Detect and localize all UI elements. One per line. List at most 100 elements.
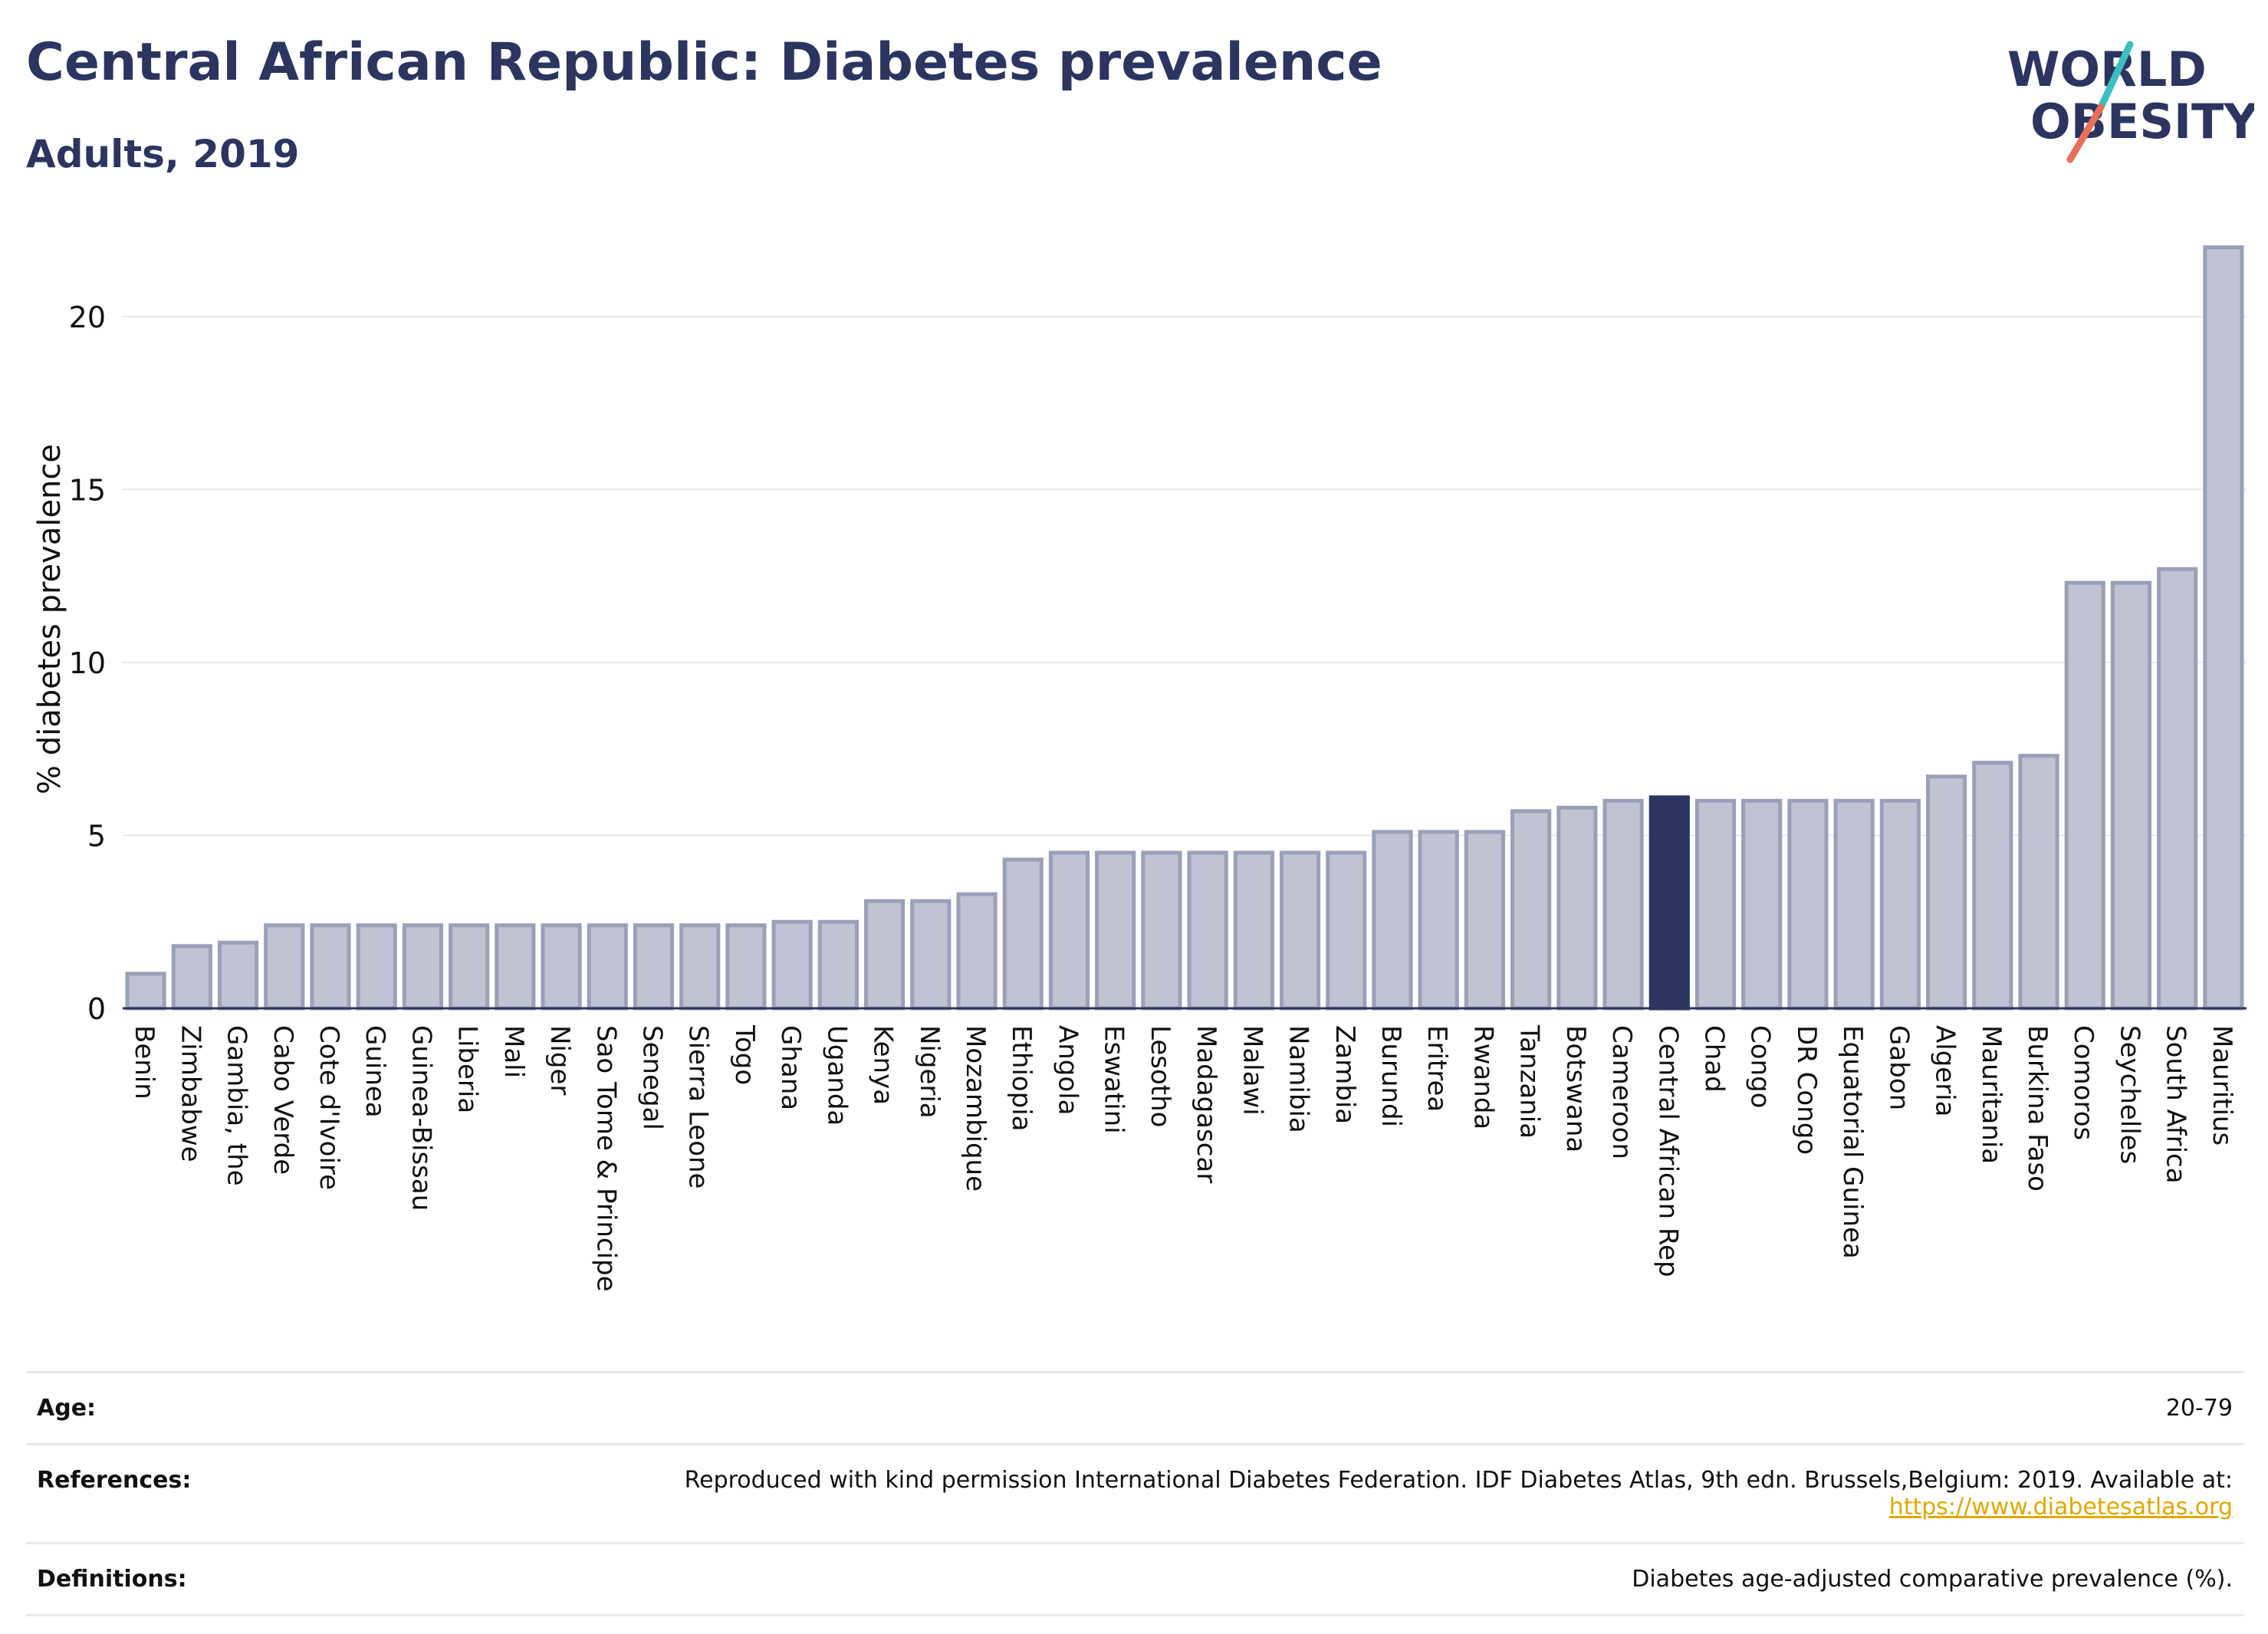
y-tick-label: 5 (87, 819, 106, 853)
definitions-label: Definitions: (26, 1542, 354, 1616)
bar (2018, 754, 2059, 1011)
x-tick-label: Central African Rep (1652, 1025, 1683, 1277)
x-tick-label: Eritrea (1422, 1025, 1452, 1112)
x-tick-label: Algeria (1930, 1025, 1961, 1116)
references-value: Reproduced with kind permission Internat… (354, 1443, 2243, 1544)
bar (1187, 850, 1228, 1011)
bar (264, 923, 305, 1011)
bar (956, 892, 998, 1011)
bar (1602, 798, 1644, 1011)
x-tick-label: Senegal (637, 1025, 668, 1130)
x-tick-label: Guinea-Bissau (406, 1025, 436, 1211)
x-tick-label: Gambia, the (222, 1025, 252, 1186)
x-tick-label: Angola (1052, 1025, 1083, 1115)
x-tick-label: Cote d'Ivoire (314, 1025, 344, 1190)
bar (1048, 850, 1090, 1011)
y-tick-label: 10 (69, 646, 106, 680)
bar (910, 899, 952, 1011)
x-tick-label: Mali (498, 1025, 529, 1078)
x-tick-label: Lesotho (1145, 1025, 1175, 1127)
x-tick-label: Cameroon (1606, 1025, 1637, 1159)
bar (171, 944, 212, 1011)
x-tick-label: Malawi (1237, 1025, 1267, 1116)
bar (633, 923, 675, 1011)
bar (2203, 245, 2244, 1011)
bar (1095, 850, 1136, 1011)
meta-row-references: References: Reproduced with kind permiss… (26, 1443, 2243, 1544)
x-tick-label: Ghana (775, 1025, 806, 1110)
y-tick-label: 15 (69, 473, 106, 507)
y-tick-label: 0 (87, 992, 106, 1026)
bar (679, 923, 721, 1011)
bar (541, 923, 582, 1011)
bar (125, 972, 166, 1011)
chart-title: Central African Republic: Diabetes preva… (26, 32, 1382, 93)
bar (1464, 830, 1505, 1011)
x-tick-label: Botswana (1560, 1025, 1591, 1152)
x-tick-label: Sao Tome & Principe (590, 1025, 621, 1292)
x-tick-label: Madagascar (1191, 1025, 1221, 1183)
meta-row-definitions: Definitions: Diabetes age-adjusted compa… (26, 1542, 2243, 1616)
bar (1648, 795, 1690, 1011)
logo-line2: OBESITY (2030, 94, 2254, 150)
y-tick-label: 20 (69, 301, 106, 334)
bar (2064, 580, 2105, 1011)
x-tick-label: Mozambique (960, 1025, 991, 1192)
bar (1233, 850, 1274, 1011)
x-tick-label: Nigeria (914, 1025, 945, 1119)
bar (1556, 805, 1598, 1011)
x-tick-label: Chad (1699, 1025, 1730, 1093)
x-tick-label: Ethiopia (1006, 1025, 1037, 1131)
chart-subtitle: Adults, 2019 (26, 132, 300, 176)
bar (1972, 761, 2013, 1011)
world-obesity-logo: WORLD OBESITY (2007, 41, 2254, 163)
x-tick-label: Rwanda (1468, 1025, 1498, 1129)
bar (1510, 809, 1552, 1011)
x-tick-label: Guinea (360, 1025, 390, 1118)
bar (1741, 798, 1783, 1011)
bar (1002, 857, 1044, 1011)
bar-chart: 0 5 10 15 20 % diabetes prevalence Benin Zimbab… (32, 245, 2247, 1292)
x-tick-label: Niger (544, 1025, 575, 1095)
bar (2157, 567, 2198, 1011)
x-tick-label: Comoros (2068, 1025, 2099, 1140)
bar (495, 923, 536, 1011)
bar (356, 923, 397, 1011)
x-tick-label: Benin (129, 1025, 159, 1100)
bar (1372, 830, 1413, 1011)
references-link[interactable]: https://www.diabetesatlas.org (1888, 1494, 2233, 1521)
x-tick-label: Mauritius (2207, 1025, 2237, 1146)
metadata-table: Age: 20-79 References: Reproduced with k… (26, 1371, 2243, 1616)
x-tick-label: Burkina Faso (2022, 1025, 2053, 1192)
bar (449, 923, 490, 1011)
bar (2110, 580, 2152, 1011)
references-label: References: (26, 1443, 354, 1544)
x-tick-label: Cabo Verde (268, 1025, 298, 1175)
bar (725, 923, 767, 1011)
x-tick-label: Uganda (821, 1025, 852, 1126)
x-tick-label: Mauritania (1976, 1025, 2007, 1164)
x-tick-label: Gabon (1883, 1025, 1914, 1110)
bar (217, 940, 259, 1011)
x-tick-label: Tanzania (1514, 1024, 1545, 1139)
age-label: Age: (26, 1371, 354, 1445)
x-tick-label: Burundi (1376, 1025, 1406, 1127)
bar (1418, 830, 1459, 1011)
bar (1833, 798, 1875, 1011)
x-tick-label: Kenya (868, 1025, 899, 1105)
definitions-value: Diabetes age-adjusted comparative preval… (354, 1542, 2243, 1616)
age-value: 20-79 (354, 1371, 2243, 1445)
x-tick-label: Congo (1745, 1025, 1776, 1108)
x-tick-label: DR Congo (1791, 1025, 1822, 1155)
y-axis-label: % diabetes prevalence (32, 444, 67, 794)
x-tick-label: South Africa (2161, 1025, 2191, 1184)
x-tick-label: Eswatini (1099, 1025, 1129, 1134)
x-tick-label: Sierra Leone (683, 1025, 714, 1189)
bar (771, 919, 813, 1011)
x-tick-label: Equatorial Guinea (1837, 1025, 1868, 1259)
bar (1326, 850, 1367, 1011)
bar (1879, 798, 1921, 1011)
x-tick-label: Liberia (452, 1025, 483, 1113)
meta-row-age: Age: 20-79 (26, 1371, 2243, 1445)
bar (587, 923, 628, 1011)
